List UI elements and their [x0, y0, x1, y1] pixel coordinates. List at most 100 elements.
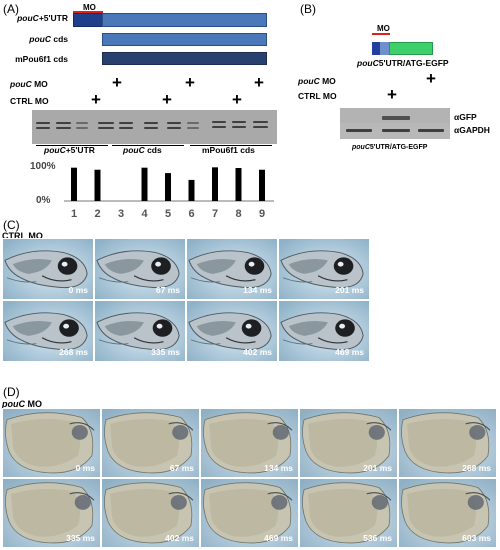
lane-label-4: 4	[141, 208, 148, 220]
plus-pouc-mo-lane9: +	[254, 73, 264, 92]
frame-time-label: 268 ms	[59, 347, 88, 357]
plus-ctrl-mo-lane2: +	[91, 90, 101, 109]
panel-b-mo-label: MO	[377, 24, 390, 33]
pouc-frame-6: 402 ms	[101, 478, 200, 548]
group-label-utr: pouC+5'UTR	[44, 145, 95, 155]
plus-ctrl-mo-lane5: +	[162, 90, 172, 109]
pouc-frame-7: 469 ms	[200, 478, 299, 548]
lane-label-7: 7	[212, 208, 218, 220]
pouc-frame-0: 0 ms	[2, 408, 101, 478]
y-tick-0: 0%	[36, 195, 51, 206]
y-tick-100: 100%	[30, 161, 56, 172]
frame-time-label: 268 ms	[462, 463, 491, 473]
bar-lane-7	[212, 167, 218, 201]
frame-time-label: 603 ms	[462, 533, 491, 543]
treatment-label-ctrl-mo: CTRL MO	[10, 96, 49, 106]
ctrl-frame-2: 134 ms	[186, 238, 278, 300]
lane-label-9: 9	[259, 208, 265, 220]
lane-label-3: 3	[118, 208, 124, 220]
mo-target-line	[73, 11, 103, 13]
lane-label-2: 2	[94, 208, 100, 220]
ctrl-frame-5: 335 ms	[94, 300, 186, 362]
bar-lane-2	[94, 169, 101, 201]
frame-time-label: 469 ms	[335, 347, 364, 357]
panel-b-bottom-label: pouC5'UTR/ATG-EGFP	[352, 144, 428, 151]
group-bracket-cds	[112, 145, 184, 146]
panel-c-label: (C)	[3, 218, 20, 232]
egfp-atg-segment	[380, 42, 389, 55]
construct-bar-cds	[102, 33, 267, 46]
mo-marker-label: MO	[83, 3, 96, 12]
panel-a-label: (A)	[3, 2, 19, 16]
egfp-segment	[389, 42, 433, 55]
treatment-label-pouc-mo: pouC MO	[10, 79, 48, 89]
pouc-frame-4: 268 ms	[398, 408, 497, 478]
bar-lane-1	[71, 167, 77, 201]
blot-label-gapdh: αGAPDH	[454, 125, 490, 135]
ctrl-frame-1: 67 ms	[94, 238, 186, 300]
construct-label-cds: pouC cds	[29, 34, 68, 44]
egfp-construct-label: pouC5'UTR/ATG-EGFP	[357, 58, 449, 68]
pouc-frame-2: 134 ms	[200, 408, 299, 478]
western-blot-gapdh	[340, 123, 450, 139]
plus-ctrl-mo-lane8: +	[232, 90, 242, 109]
frame-time-label: 536 ms	[363, 533, 392, 543]
ctrl-mo-frame-grid: 0 ms 67 ms 134 ms 201 ms 268 ms 335 ms 402 ms 4…	[2, 238, 370, 362]
construct-label-mpou: mPou6f1 cds	[15, 54, 68, 64]
group-label-mpou: mPou6f1 cds	[202, 145, 255, 155]
bar-lane-5	[165, 173, 171, 201]
frame-time-label: 469 ms	[264, 533, 293, 543]
frame-time-label: 335 ms	[66, 533, 95, 543]
frame-time-label: 134 ms	[243, 285, 272, 295]
panel-b-label: (B)	[300, 2, 316, 16]
panel-d-title: pouC MO	[2, 399, 42, 409]
frame-time-label: 402 ms	[165, 533, 194, 543]
frame-time-label: 67 ms	[155, 285, 180, 295]
pouc-frame-9: 603 ms	[398, 478, 497, 548]
frame-time-label: 0 ms	[68, 285, 88, 295]
panel-d-label: (D)	[3, 385, 20, 399]
pouc-mo-frame-grid: 0 ms 67 ms 134 ms 201 ms 268 ms 335 ms 402 ms 4…	[2, 408, 497, 548]
bar-lane-9	[259, 169, 265, 201]
frame-time-label: 335 ms	[151, 347, 180, 357]
frame-time-label: 134 ms	[264, 463, 293, 473]
frame-time-label: 201 ms	[363, 463, 392, 473]
ctrl-frame-6: 402 ms	[186, 300, 278, 362]
pouc-frame-5: 335 ms	[2, 478, 101, 548]
construct-bar-mpou	[102, 52, 267, 65]
ctrl-frame-4: 268 ms	[2, 300, 94, 362]
panel-b-mo-line	[372, 33, 390, 35]
plus-pouc-mo-lane3: +	[112, 73, 122, 92]
lane-label-6: 6	[188, 208, 194, 220]
bar-lane-6	[188, 179, 195, 201]
blot-label-gfp: αGFP	[454, 112, 477, 122]
group-bracket-mpou	[190, 145, 272, 146]
bar-lane-4	[141, 167, 148, 201]
bar-lane-8	[235, 168, 242, 201]
panel-b-treatment-ctrl: CTRL MO	[298, 91, 337, 101]
frame-time-label: 0 ms	[75, 463, 95, 473]
group-bracket-utr	[36, 145, 108, 146]
frame-time-label: 67 ms	[169, 463, 194, 473]
plus-pouc-mo-lane6: +	[185, 73, 195, 92]
ctrl-frame-0: 0 ms	[2, 238, 94, 300]
bar-plot-area: 1 2 3 4 5 6 7 8 9	[64, 167, 274, 220]
knockdown-bar-chart: 100% 0% 1 2 3 4 5 6 7 8 9	[30, 161, 280, 223]
panel-b-plus-ctrl: +	[387, 85, 397, 104]
panel-c-title: CTRL MO	[2, 231, 43, 241]
utr-segment	[73, 13, 103, 27]
panel-b-plus-pouc: +	[426, 69, 436, 88]
ctrl-frame-3: 201 ms	[278, 238, 370, 300]
lane-label-1: 1	[71, 208, 77, 220]
frame-time-label: 402 ms	[243, 347, 272, 357]
pouc-frame-1: 67 ms	[101, 408, 200, 478]
construct-label-utr: pouC+5'UTR	[17, 13, 68, 23]
group-label-cds: pouC cds	[123, 145, 162, 155]
lane-label-5: 5	[165, 208, 171, 220]
panel-b-treatment-pouc: pouC MO	[298, 76, 336, 86]
pouc-frame-8: 536 ms	[299, 478, 398, 548]
pouc-frame-3: 201 ms	[299, 408, 398, 478]
frame-time-label: 201 ms	[335, 285, 364, 295]
construct-bar-utr	[102, 13, 267, 27]
ctrl-frame-7: 469 ms	[278, 300, 370, 362]
